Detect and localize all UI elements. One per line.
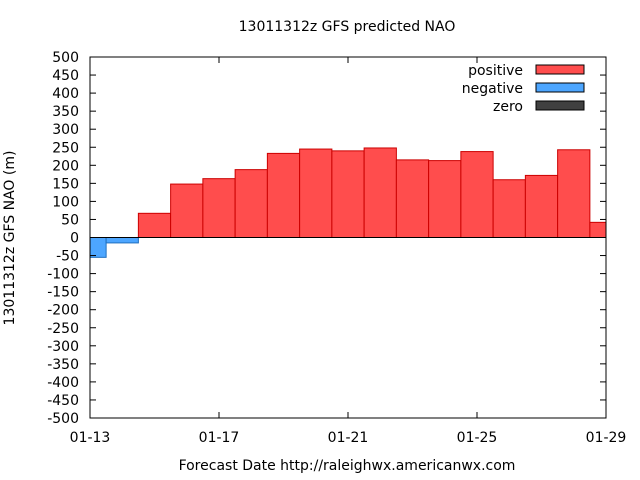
x-tick-label-3: 01-25 <box>457 430 498 446</box>
positive-bar-12 <box>524 174 559 239</box>
positive-bar-2 <box>202 178 236 238</box>
bars-group <box>89 147 607 258</box>
y-tick-label-7: 150 <box>52 176 79 192</box>
x-tick-label-2: 01-21 <box>328 430 369 446</box>
legend-label-positive: positive <box>468 63 523 79</box>
y-tick-label-20: -500 <box>47 411 79 427</box>
positive-bar-9 <box>428 160 462 238</box>
x-tick-label-4: 01-29 <box>586 430 627 446</box>
legend-swatch-positive <box>535 64 585 75</box>
negative-bar-1 <box>105 237 139 244</box>
x-axis-label: Forecast Date http://raleighwx.americanw… <box>179 458 516 474</box>
y-tick-label-6: 200 <box>52 158 79 174</box>
y-tick-label-18: -400 <box>47 375 79 391</box>
y-tick-label-11: -50 <box>56 249 79 265</box>
y-tick-label-5: 250 <box>52 140 79 156</box>
y-tick-label-0: 500 <box>52 50 79 66</box>
positive-bar-11 <box>492 179 526 239</box>
y-tick-label-8: 100 <box>52 194 79 210</box>
y-tick-label-12: -100 <box>47 267 79 283</box>
positive-bar-5 <box>299 148 333 238</box>
y-tick-label-17: -350 <box>47 357 79 373</box>
positive-bar-7 <box>363 147 397 238</box>
x-tick-label-0: 01-13 <box>70 430 111 446</box>
y-tick-label-14: -200 <box>47 303 79 319</box>
positive-bar-13 <box>557 149 591 238</box>
y-tick-label-9: 50 <box>61 212 79 228</box>
legend-label-zero: zero <box>493 99 523 115</box>
legend-swatch-negative <box>535 82 585 93</box>
y-tick-label-2: 400 <box>52 86 79 102</box>
y-tick-label-10: 0 <box>70 231 79 247</box>
y-tick-label-1: 450 <box>52 68 79 84</box>
positive-bar-8 <box>395 159 430 238</box>
axes-group: 500450400350300250200150100500-50-100-15… <box>47 50 626 446</box>
positive-bar-6 <box>331 150 365 238</box>
legend-swatch-zero <box>535 100 585 111</box>
legend: positive negative zero <box>462 63 585 115</box>
chart-title: 13011312z GFS predicted NAO <box>239 19 456 35</box>
positive-bar-4 <box>266 152 301 238</box>
legend-label-negative: negative <box>462 81 523 97</box>
x-tick-label-1: 01-17 <box>199 430 240 446</box>
positive-bar-1 <box>170 183 204 239</box>
y-tick-label-13: -150 <box>47 285 79 301</box>
y-tick-label-16: -300 <box>47 339 79 355</box>
y-tick-label-19: -450 <box>47 393 79 409</box>
y-tick-label-3: 350 <box>52 104 79 120</box>
positive-bar-3 <box>234 169 268 238</box>
positive-bar-14 <box>589 221 607 238</box>
positive-bar-10 <box>460 151 494 238</box>
positive-bar-0 <box>137 212 172 239</box>
y-axis-label: 13011312z GFS NAO (m) <box>2 151 18 326</box>
negative-bar-0 <box>89 237 107 258</box>
y-tick-label-4: 300 <box>52 122 79 138</box>
y-tick-label-15: -250 <box>47 321 79 337</box>
